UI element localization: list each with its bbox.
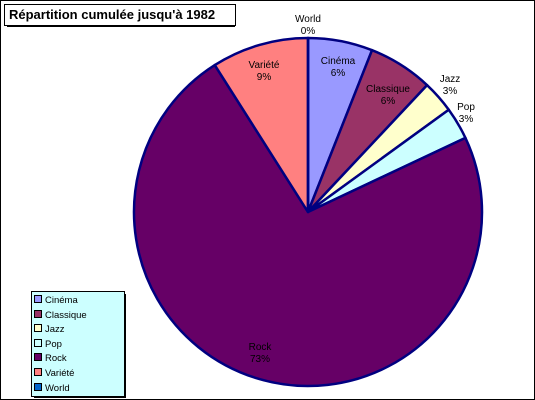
legend-item-variété: Variété (34, 367, 74, 381)
legend-label: Variété (45, 368, 75, 379)
slice-label-pop: Pop 3% (457, 102, 475, 125)
legend-item-rock: Rock (34, 352, 67, 366)
legend-swatch (34, 295, 42, 303)
legend-label: World (45, 382, 70, 394)
pie-slices (132, 36, 484, 388)
chart-title: Répartition cumulée jusqu'à 1982 (4, 4, 236, 26)
legend-item-world: World (34, 382, 70, 396)
legend-item-pop: Pop (34, 338, 62, 352)
slice-label-jazz: Jazz 3% (440, 74, 461, 97)
legend-swatch (34, 338, 42, 347)
pie-slice-rock (132, 63, 484, 388)
slice-label-rock: Rock 73% (249, 342, 273, 365)
slice-label-classique: Classique 6% (366, 84, 410, 107)
legend-swatch (34, 382, 42, 391)
legend-item-jazz: Jazz (34, 323, 65, 337)
legend-swatch (34, 324, 42, 333)
legend-swatch (34, 353, 42, 362)
slice-label-variété: Variété 9% (249, 60, 280, 83)
pie-labels: Cinéma 6% Classique 6% Jazz 3% Pop 3% Rock 73% Var… (249, 14, 476, 365)
legend-label: Cinéma (45, 295, 78, 306)
legend-label: Classique (45, 309, 87, 321)
pie-slice-variété (213, 36, 310, 214)
legend-swatch (34, 309, 42, 318)
legend-item-classique: Classique (34, 309, 87, 323)
legend-label: Jazz (45, 324, 65, 336)
chart-title-box: Répartition cumulée jusqu'à 1982 (4, 4, 236, 28)
legend-label: Rock (45, 353, 67, 365)
legend: Cinéma Classique Jazz Pop Rock Variété World (31, 291, 125, 397)
slice-label-cinéma: Cinéma 6% (321, 56, 356, 79)
legend-swatch (34, 368, 42, 376)
legend-item-cinéma: Cinéma (34, 294, 78, 308)
legend-label: Pop (45, 338, 62, 350)
slice-label-world: World 0% (295, 14, 321, 37)
